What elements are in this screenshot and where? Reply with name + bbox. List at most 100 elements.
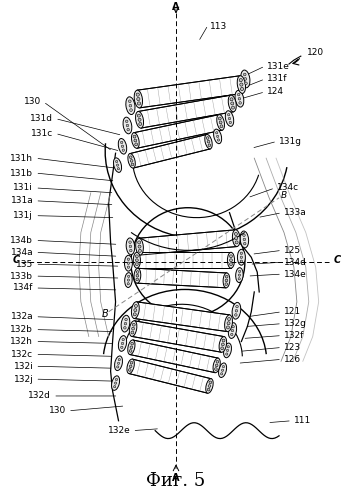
Polygon shape <box>137 76 243 108</box>
Ellipse shape <box>128 340 135 354</box>
Ellipse shape <box>238 274 240 276</box>
Ellipse shape <box>214 368 217 370</box>
Ellipse shape <box>230 255 232 258</box>
Text: 132i: 132i <box>14 362 33 370</box>
Ellipse shape <box>207 388 210 391</box>
Text: 131e: 131e <box>267 62 290 70</box>
Ellipse shape <box>240 252 243 254</box>
Ellipse shape <box>137 114 140 117</box>
Ellipse shape <box>227 346 230 348</box>
Text: 111: 111 <box>294 416 311 425</box>
Ellipse shape <box>113 158 121 172</box>
Text: 124: 124 <box>267 88 284 96</box>
Ellipse shape <box>136 93 139 96</box>
Ellipse shape <box>125 120 128 122</box>
Text: 130: 130 <box>24 97 41 106</box>
Ellipse shape <box>139 122 142 126</box>
Ellipse shape <box>231 330 234 332</box>
Ellipse shape <box>117 168 120 170</box>
Ellipse shape <box>208 384 211 388</box>
Ellipse shape <box>240 231 249 248</box>
Text: 131i: 131i <box>13 184 33 192</box>
Ellipse shape <box>135 143 138 146</box>
Ellipse shape <box>118 336 127 351</box>
Text: 132a: 132a <box>11 312 33 321</box>
Ellipse shape <box>217 139 220 141</box>
Ellipse shape <box>132 327 134 330</box>
Ellipse shape <box>127 262 130 264</box>
Ellipse shape <box>217 114 225 130</box>
Text: 131c: 131c <box>31 129 53 138</box>
Ellipse shape <box>135 255 138 258</box>
Ellipse shape <box>205 134 212 149</box>
Ellipse shape <box>138 250 141 252</box>
Text: 132b: 132b <box>11 325 33 334</box>
Text: 123: 123 <box>284 343 301 352</box>
Ellipse shape <box>118 138 127 154</box>
Text: 133a: 133a <box>284 208 307 217</box>
Ellipse shape <box>118 358 120 361</box>
Ellipse shape <box>238 98 241 100</box>
Ellipse shape <box>218 117 221 120</box>
Text: 125: 125 <box>284 246 301 255</box>
Ellipse shape <box>133 313 136 316</box>
Ellipse shape <box>128 100 131 102</box>
Text: 132j: 132j <box>14 374 33 384</box>
Ellipse shape <box>115 160 118 162</box>
Ellipse shape <box>131 302 139 318</box>
Ellipse shape <box>238 278 240 280</box>
Ellipse shape <box>121 342 124 344</box>
Ellipse shape <box>243 73 246 76</box>
Ellipse shape <box>226 353 228 355</box>
Ellipse shape <box>244 242 246 245</box>
Polygon shape <box>137 268 227 288</box>
Text: 132f: 132f <box>284 331 304 340</box>
Text: 132d: 132d <box>28 392 51 400</box>
Ellipse shape <box>120 141 123 144</box>
Ellipse shape <box>213 358 220 372</box>
Ellipse shape <box>225 315 232 332</box>
Ellipse shape <box>221 347 224 350</box>
Ellipse shape <box>130 108 132 112</box>
Ellipse shape <box>125 318 127 320</box>
Ellipse shape <box>124 326 126 329</box>
Ellipse shape <box>121 316 130 332</box>
Ellipse shape <box>134 304 138 308</box>
Ellipse shape <box>207 140 210 143</box>
Ellipse shape <box>245 82 247 84</box>
Ellipse shape <box>117 366 119 368</box>
Ellipse shape <box>223 273 230 288</box>
Ellipse shape <box>215 364 218 366</box>
Ellipse shape <box>134 90 143 108</box>
Ellipse shape <box>132 324 135 326</box>
Text: 131b: 131b <box>10 168 33 177</box>
Ellipse shape <box>123 117 132 134</box>
Ellipse shape <box>216 132 218 134</box>
Text: 126: 126 <box>284 355 301 364</box>
Ellipse shape <box>122 338 124 340</box>
Ellipse shape <box>132 132 139 148</box>
Ellipse shape <box>137 102 141 105</box>
Ellipse shape <box>138 241 141 244</box>
Ellipse shape <box>129 104 132 107</box>
Ellipse shape <box>130 160 133 162</box>
Text: A: A <box>172 2 180 12</box>
Ellipse shape <box>127 258 130 260</box>
Ellipse shape <box>235 236 238 240</box>
Ellipse shape <box>213 129 221 144</box>
Ellipse shape <box>136 238 143 255</box>
Ellipse shape <box>229 121 232 124</box>
Polygon shape <box>130 134 210 168</box>
Text: 134f: 134f <box>13 284 33 292</box>
Ellipse shape <box>244 78 247 80</box>
Ellipse shape <box>127 266 130 268</box>
Ellipse shape <box>128 368 131 372</box>
Ellipse shape <box>135 263 138 266</box>
Ellipse shape <box>122 149 125 152</box>
Text: 121: 121 <box>284 308 301 316</box>
Ellipse shape <box>118 362 120 364</box>
Ellipse shape <box>219 121 222 124</box>
Ellipse shape <box>121 145 124 148</box>
Ellipse shape <box>230 98 233 101</box>
Ellipse shape <box>134 268 141 283</box>
